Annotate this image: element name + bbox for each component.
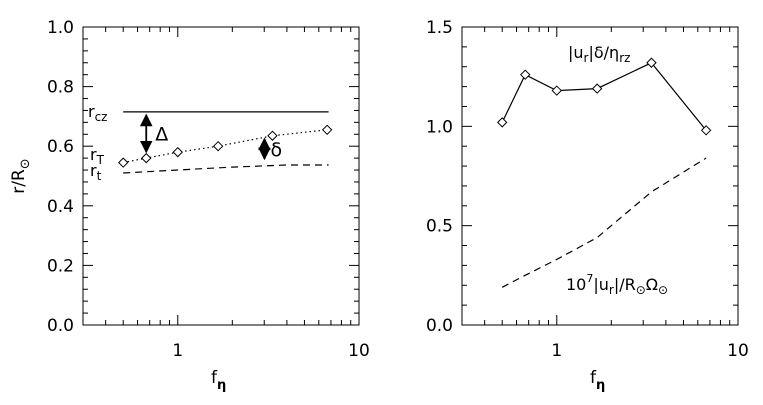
right-top-series-label: |ur|δ/ηrz	[568, 43, 630, 65]
right-panel: 1 10 0.0 0.5 1.0 1.5 fη |ur|δ/ηrz 107|ur|/R⊙Ω…	[426, 18, 749, 393]
right-plot-frame	[461, 26, 739, 326]
right-y-tick-label: 0.5	[426, 217, 453, 237]
r-T-label: rT	[90, 145, 105, 167]
annotation-label-0: Δ	[155, 124, 168, 146]
right-series	[496, 57, 712, 288]
left-series	[117, 111, 333, 174]
left-plot-frame	[82, 26, 360, 326]
right-series-0-diamond-marker	[700, 125, 712, 136]
right-ticks: 1 10 0.0 0.5 1.0 1.5	[426, 18, 749, 361]
left-annotations: Δδ	[139, 113, 282, 161]
left-y-tick-label: 0.4	[47, 197, 74, 217]
left-panel: 1 100.00.20.40.60.81.0 r/R⊙ fη rcz rT rt …	[9, 18, 370, 393]
left-series-1-diamond-marker	[117, 157, 129, 168]
left-series-1-diamond-marker	[141, 152, 152, 164]
left-y-tick-label: 0.0	[47, 316, 74, 336]
r-t-label: rt	[90, 161, 102, 183]
left-series-2-line	[123, 164, 329, 174]
annotation-label-1: δ	[270, 139, 282, 161]
right-series-0-diamond-marker	[496, 117, 508, 128]
right-series-0-line	[501, 62, 707, 131]
left-y-tick-label: 1.0	[47, 18, 74, 38]
left-x-tick-label: 1	[172, 341, 183, 361]
right-series-1-line	[501, 157, 707, 288]
left-series-1-diamond-marker	[212, 140, 224, 152]
left-y-tick-label: 0.2	[47, 256, 74, 276]
right-y-tick-label: 1.5	[426, 18, 453, 38]
right-series-0-diamond-marker	[646, 57, 657, 68]
left-y-axis-label: r/R⊙	[9, 158, 33, 193]
left-series-1-line	[123, 129, 328, 164]
left-series-1-diamond-marker	[321, 124, 333, 136]
left-ticks: 1 10 0.0 0.2 0.4 0.6 0.8 1.0	[47, 18, 370, 361]
r-cz-label: rcz	[88, 102, 107, 124]
right-series-0-diamond-marker	[520, 69, 531, 80]
left-x-axis-label: fη	[211, 368, 226, 393]
left-y-tick-label: 0.6	[47, 137, 74, 157]
right-series-0-diamond-marker	[551, 85, 562, 96]
right-x-axis-label: fη	[590, 368, 605, 393]
right-x-tick-label: 1	[551, 341, 562, 361]
right-y-tick-label: 0.0	[426, 316, 453, 336]
right-series-0-diamond-marker	[591, 83, 603, 94]
left-x-tick-label: 10	[348, 341, 370, 361]
right-y-tick-label: 1.0	[426, 117, 453, 137]
left-series-1-diamond-marker	[172, 146, 183, 158]
right-x-tick-label: 10	[727, 341, 749, 361]
right-bottom-series-label: 107|ur|/R⊙Ω⊙	[566, 272, 668, 297]
left-y-tick-label: 0.8	[47, 78, 74, 98]
